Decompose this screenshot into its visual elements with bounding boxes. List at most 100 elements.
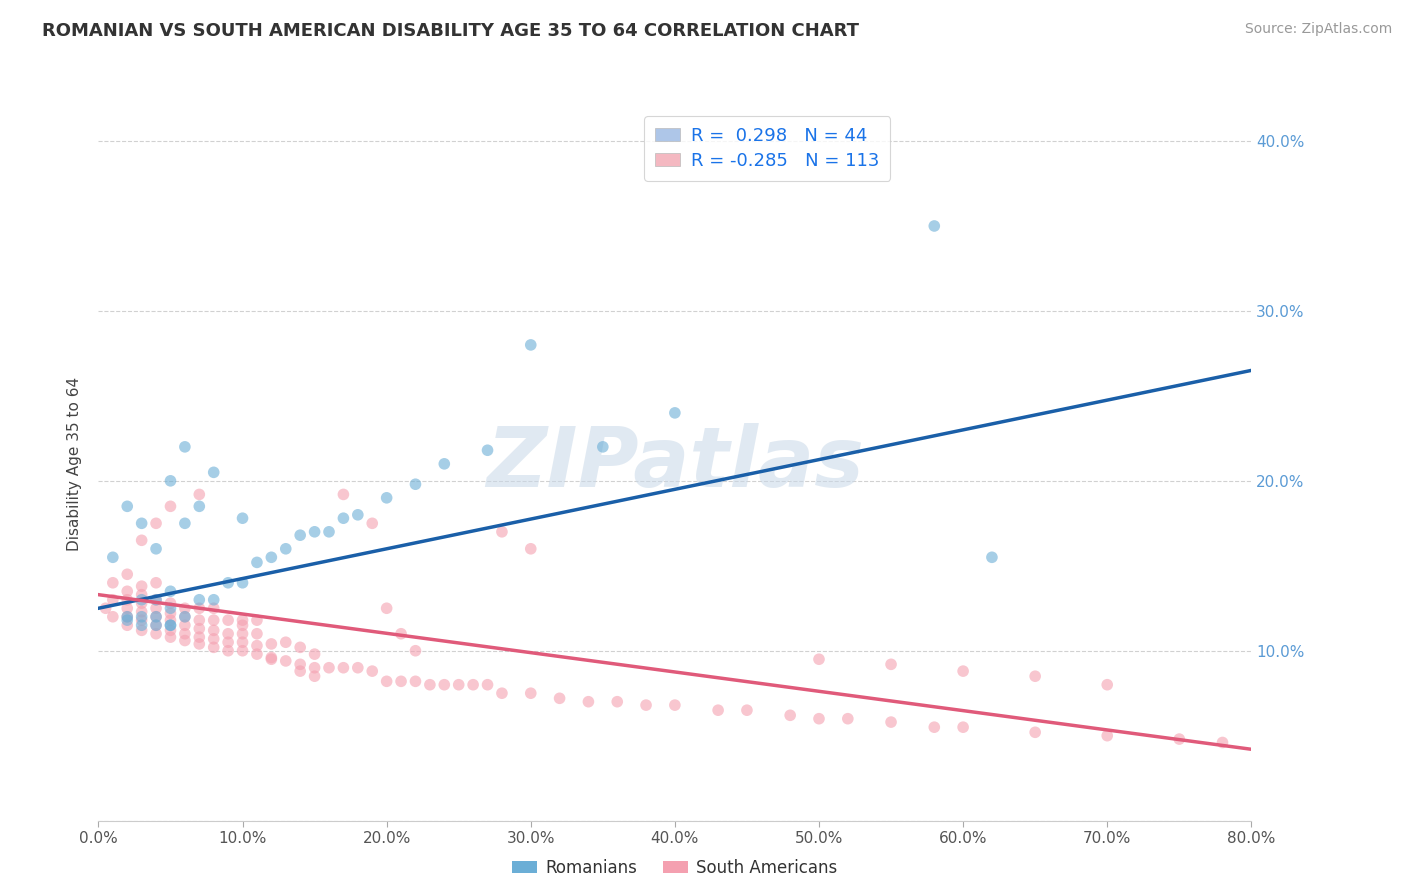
Point xyxy=(188,601,211,615)
Point xyxy=(520,686,543,700)
Point xyxy=(159,618,181,632)
Point xyxy=(117,592,139,607)
Point xyxy=(405,644,427,658)
Point xyxy=(217,626,239,640)
Point xyxy=(231,635,254,649)
Point xyxy=(231,511,254,525)
Point xyxy=(290,528,312,542)
Point xyxy=(477,678,499,692)
Point xyxy=(664,406,686,420)
Point xyxy=(332,487,354,501)
Point xyxy=(346,661,368,675)
Point xyxy=(231,613,254,627)
Point xyxy=(217,575,239,590)
Point xyxy=(145,618,167,632)
Point xyxy=(174,618,197,632)
Point xyxy=(117,500,139,514)
Point xyxy=(419,678,441,692)
Point xyxy=(188,500,211,514)
Point xyxy=(880,657,903,672)
Point xyxy=(260,637,283,651)
Point xyxy=(145,575,167,590)
Point xyxy=(131,592,153,607)
Point xyxy=(159,613,181,627)
Point xyxy=(188,487,211,501)
Point xyxy=(188,622,211,636)
Point xyxy=(174,440,197,454)
Y-axis label: Disability Age 35 to 64: Disability Age 35 to 64 xyxy=(67,376,83,551)
Text: ZIPatlas: ZIPatlas xyxy=(486,424,863,504)
Point xyxy=(131,533,153,548)
Point xyxy=(375,491,398,505)
Point xyxy=(405,674,427,689)
Point xyxy=(981,550,1004,565)
Point xyxy=(231,618,254,632)
Point xyxy=(922,720,945,734)
Point xyxy=(145,609,167,624)
Point xyxy=(477,443,499,458)
Point xyxy=(145,592,167,607)
Point xyxy=(807,712,830,726)
Point xyxy=(174,516,197,531)
Point xyxy=(131,613,153,627)
Point xyxy=(174,609,197,624)
Point xyxy=(290,640,312,655)
Point xyxy=(231,644,254,658)
Point xyxy=(159,607,181,621)
Point xyxy=(174,609,197,624)
Point xyxy=(145,618,167,632)
Point xyxy=(202,624,225,638)
Point xyxy=(922,219,945,233)
Point xyxy=(578,695,600,709)
Point xyxy=(520,541,543,556)
Point xyxy=(159,630,181,644)
Point xyxy=(159,474,181,488)
Point xyxy=(188,637,211,651)
Point xyxy=(304,661,326,675)
Point xyxy=(1024,725,1046,739)
Point xyxy=(880,715,903,730)
Point xyxy=(117,609,139,624)
Point xyxy=(375,674,398,689)
Point xyxy=(389,674,412,689)
Point xyxy=(952,664,974,678)
Point xyxy=(274,635,297,649)
Point xyxy=(131,624,153,638)
Text: ROMANIAN VS SOUTH AMERICAN DISABILITY AGE 35 TO 64 CORRELATION CHART: ROMANIAN VS SOUTH AMERICAN DISABILITY AG… xyxy=(42,22,859,40)
Point xyxy=(636,698,658,712)
Point xyxy=(202,592,225,607)
Point xyxy=(779,708,801,723)
Point xyxy=(145,592,167,607)
Point xyxy=(131,579,153,593)
Point xyxy=(405,477,427,491)
Point xyxy=(202,601,225,615)
Point xyxy=(260,652,283,666)
Point xyxy=(202,640,225,655)
Point xyxy=(606,695,628,709)
Point xyxy=(174,633,197,648)
Point xyxy=(548,691,571,706)
Point xyxy=(246,555,269,569)
Point xyxy=(188,613,211,627)
Point xyxy=(520,338,543,352)
Point xyxy=(188,630,211,644)
Point xyxy=(145,541,167,556)
Point xyxy=(159,596,181,610)
Point xyxy=(117,609,139,624)
Point xyxy=(94,601,117,615)
Point xyxy=(274,541,297,556)
Point xyxy=(217,635,239,649)
Point xyxy=(837,712,859,726)
Point xyxy=(202,613,225,627)
Point xyxy=(1097,729,1119,743)
Point xyxy=(491,686,513,700)
Point xyxy=(131,588,153,602)
Point xyxy=(260,650,283,665)
Point xyxy=(217,613,239,627)
Point xyxy=(304,524,326,539)
Point xyxy=(290,664,312,678)
Point xyxy=(174,601,197,615)
Point xyxy=(433,678,456,692)
Point xyxy=(361,516,384,531)
Point xyxy=(491,524,513,539)
